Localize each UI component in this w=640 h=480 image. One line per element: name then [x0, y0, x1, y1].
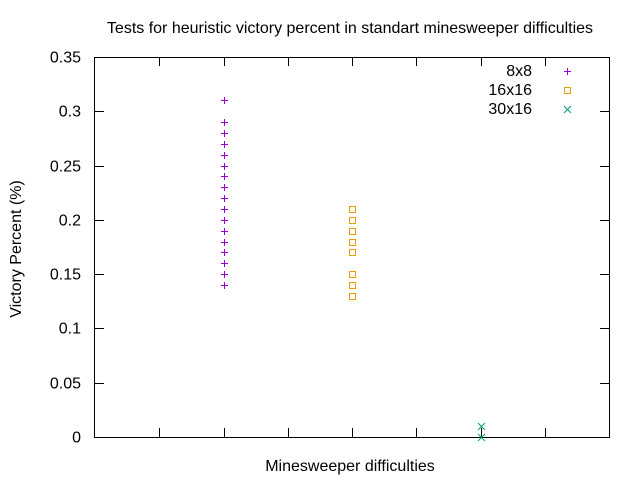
data-point-series-1: [221, 282, 228, 289]
y-tick-label: 0.05: [50, 376, 81, 393]
data-point-series-2: [349, 228, 356, 235]
y-tick-label: 0.35: [50, 50, 81, 67]
data-point-series-1: [221, 206, 228, 213]
legend-label: 16x16: [488, 82, 532, 99]
data-point-series-1: [221, 239, 228, 246]
y-axis: 0 0.05 0.1 0.15 0.2 0.25 0.3 0.35: [50, 50, 609, 447]
data-point-series-2: [349, 282, 356, 289]
data-point-series-1: [221, 195, 228, 202]
y-tick-label: 0.15: [50, 267, 81, 284]
legend-label: 8x8: [506, 63, 532, 80]
data-point-series-2: [349, 239, 356, 246]
data-point-series-2: [349, 293, 356, 300]
legend-marker: [563, 105, 572, 114]
data-point-series-1: [221, 141, 228, 148]
data-point-series-1: [221, 152, 228, 159]
legend-marker: [564, 68, 571, 75]
y-tick-label: 0.1: [59, 321, 81, 338]
data-point-series-1: [221, 184, 228, 191]
data-point-series-1: [221, 249, 228, 256]
data-point-series-3: [477, 422, 486, 431]
y-tick-label: 0.3: [59, 104, 81, 121]
legend: 8x8 16x16 30x16: [488, 63, 572, 118]
data-point-series-2: [349, 206, 356, 213]
data-point-series-2: [349, 249, 356, 256]
data-point-series-1: [221, 271, 228, 278]
data-point-series-2: [349, 217, 356, 224]
data-point-series-1: [221, 173, 228, 180]
legend-marker: [564, 87, 571, 94]
data-point-series-3: [477, 433, 486, 442]
data-point-series-1: [221, 97, 228, 104]
chart-title: Tests for heuristic victory percent in s…: [107, 20, 593, 37]
data-point-series-2: [349, 271, 356, 278]
y-tick-label: 0.25: [50, 159, 81, 176]
y-tick-label: 0: [72, 430, 81, 447]
y-axis-label: Victory Percent (%): [8, 180, 25, 318]
data-point-series-1: [221, 119, 228, 126]
data-points: [221, 97, 486, 442]
data-point-series-1: [221, 163, 228, 170]
x-axis: [159, 57, 546, 437]
x-axis-label: Minesweeper difficulties: [265, 458, 435, 475]
plot-frame: [94, 57, 610, 438]
legend-label: 30x16: [488, 101, 532, 118]
data-point-series-1: [221, 228, 228, 235]
data-point-series-1: [221, 130, 228, 137]
data-point-series-1: [221, 260, 228, 267]
data-point-series-1: [221, 217, 228, 224]
y-tick-label: 0.2: [59, 213, 81, 230]
